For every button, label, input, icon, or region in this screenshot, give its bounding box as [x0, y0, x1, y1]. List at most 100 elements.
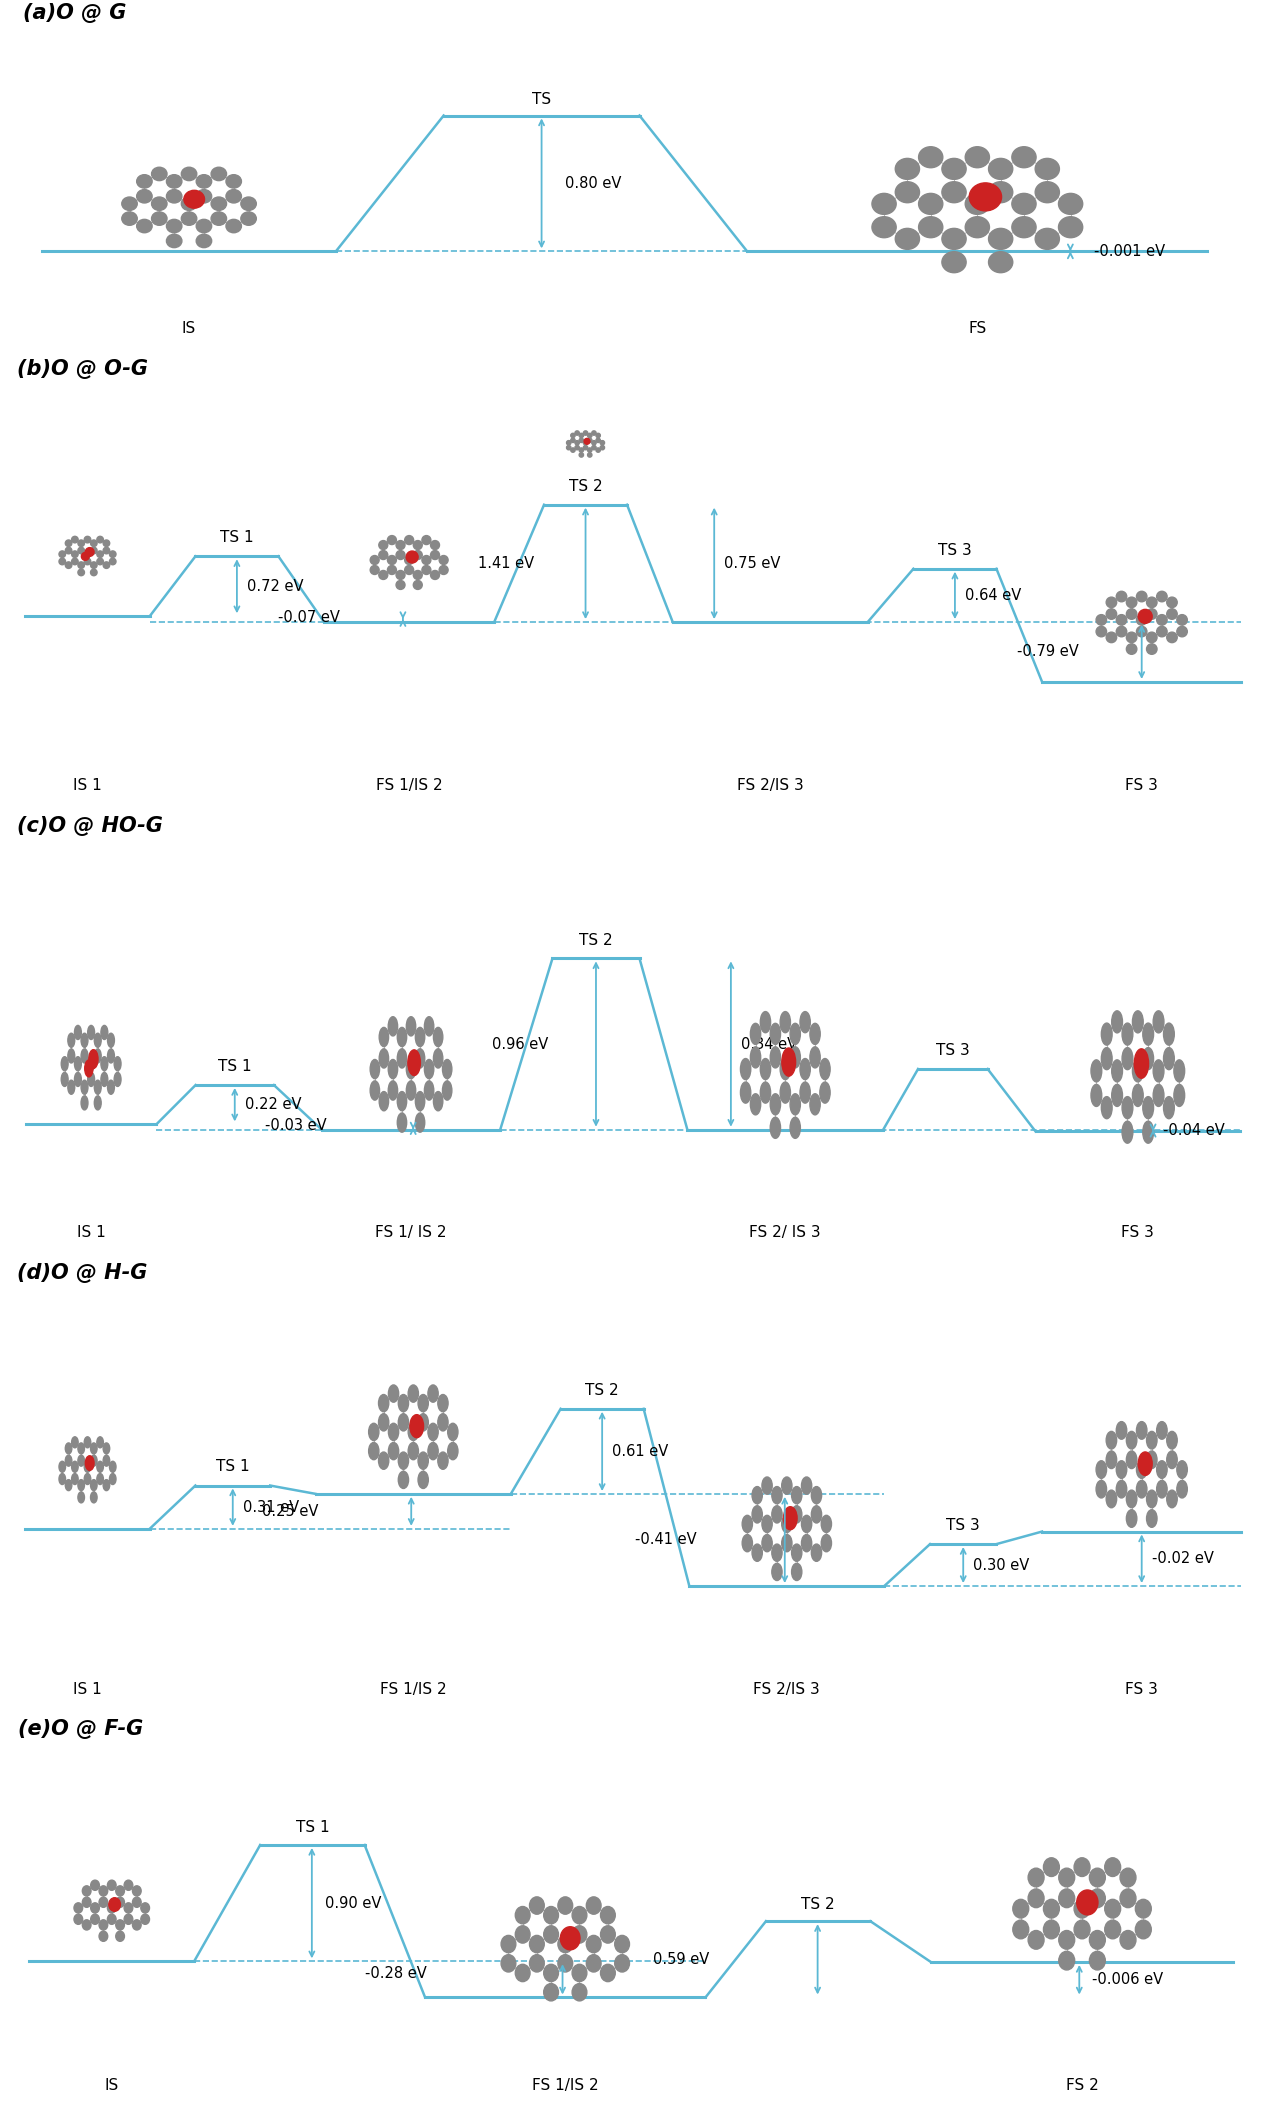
Circle shape: [567, 440, 570, 445]
Circle shape: [84, 550, 91, 558]
Circle shape: [1134, 1049, 1149, 1079]
Circle shape: [601, 1964, 615, 1983]
Circle shape: [762, 1477, 773, 1494]
Circle shape: [592, 440, 596, 445]
Circle shape: [439, 565, 448, 575]
Circle shape: [1146, 1452, 1157, 1469]
Text: -0.04 eV: -0.04 eV: [1164, 1123, 1225, 1138]
Circle shape: [122, 213, 137, 225]
Circle shape: [560, 1926, 581, 1949]
Circle shape: [762, 1515, 773, 1532]
Circle shape: [781, 1477, 792, 1494]
Circle shape: [1044, 1858, 1059, 1877]
Circle shape: [398, 1414, 408, 1431]
Circle shape: [431, 571, 440, 579]
Circle shape: [74, 1072, 82, 1087]
Circle shape: [1035, 181, 1059, 202]
Circle shape: [124, 1913, 133, 1924]
Circle shape: [379, 1049, 389, 1068]
Circle shape: [1138, 609, 1152, 624]
Circle shape: [151, 198, 168, 211]
Circle shape: [434, 1028, 443, 1047]
Circle shape: [1177, 1460, 1187, 1479]
Circle shape: [1090, 1930, 1105, 1949]
Circle shape: [1074, 1898, 1090, 1917]
Circle shape: [1096, 1460, 1106, 1479]
Circle shape: [368, 1424, 379, 1441]
Circle shape: [448, 1424, 458, 1441]
Circle shape: [431, 541, 440, 550]
Circle shape: [379, 1452, 389, 1469]
Circle shape: [104, 1479, 110, 1490]
Circle shape: [396, 550, 405, 560]
Circle shape: [74, 1913, 83, 1924]
Circle shape: [1177, 626, 1187, 636]
Text: FS 3: FS 3: [1122, 1224, 1154, 1239]
Text: FS 3: FS 3: [1126, 1681, 1159, 1696]
Circle shape: [601, 1907, 615, 1924]
Circle shape: [586, 1955, 601, 1972]
Circle shape: [567, 445, 570, 449]
Circle shape: [114, 1072, 122, 1087]
Text: IS: IS: [182, 322, 196, 337]
Circle shape: [407, 552, 418, 563]
Circle shape: [790, 1024, 801, 1045]
Circle shape: [811, 1507, 821, 1523]
Circle shape: [918, 194, 943, 215]
Circle shape: [388, 535, 396, 544]
Circle shape: [78, 1443, 84, 1454]
Circle shape: [425, 1081, 434, 1100]
Circle shape: [1120, 1869, 1136, 1888]
Circle shape: [1146, 609, 1157, 619]
Circle shape: [1105, 1898, 1120, 1917]
Circle shape: [770, 1024, 780, 1045]
Circle shape: [97, 550, 104, 558]
Circle shape: [166, 190, 182, 202]
Circle shape: [810, 1024, 820, 1045]
Text: 0.61 eV: 0.61 eV: [613, 1443, 669, 1458]
Circle shape: [418, 1395, 428, 1412]
Circle shape: [790, 1094, 801, 1115]
Circle shape: [530, 1936, 545, 1953]
Circle shape: [544, 1907, 559, 1924]
Circle shape: [133, 1886, 141, 1896]
Circle shape: [1137, 626, 1147, 636]
Text: TS 3: TS 3: [936, 1043, 969, 1058]
Circle shape: [437, 1414, 448, 1431]
Circle shape: [1143, 1047, 1154, 1070]
Circle shape: [989, 158, 1013, 179]
Circle shape: [1164, 1096, 1174, 1119]
Circle shape: [771, 1488, 781, 1504]
Circle shape: [1120, 1890, 1136, 1907]
Circle shape: [1122, 1096, 1133, 1119]
Circle shape: [81, 1081, 88, 1094]
Circle shape: [370, 1081, 380, 1100]
Circle shape: [151, 213, 168, 225]
Circle shape: [615, 1936, 629, 1953]
Circle shape: [802, 1477, 812, 1494]
Circle shape: [1090, 1869, 1105, 1888]
Circle shape: [107, 1049, 114, 1062]
Circle shape: [240, 213, 256, 225]
Circle shape: [1174, 1060, 1184, 1081]
Circle shape: [398, 1091, 407, 1110]
Circle shape: [116, 1932, 124, 1941]
Circle shape: [780, 1011, 790, 1032]
Circle shape: [389, 1443, 399, 1460]
Circle shape: [398, 1112, 407, 1131]
Circle shape: [576, 440, 579, 445]
Circle shape: [98, 1919, 107, 1930]
Circle shape: [107, 1081, 114, 1094]
Circle shape: [1156, 592, 1168, 603]
Circle shape: [418, 1471, 428, 1488]
Circle shape: [802, 1515, 812, 1532]
Circle shape: [104, 1456, 110, 1466]
Text: 1.41 eV: 1.41 eV: [477, 556, 533, 571]
Circle shape: [422, 565, 431, 575]
Circle shape: [91, 539, 97, 546]
Circle shape: [969, 183, 1001, 211]
Circle shape: [792, 1563, 802, 1580]
Circle shape: [91, 1443, 97, 1454]
Circle shape: [570, 434, 576, 438]
Text: 0.31 eV: 0.31 eV: [243, 1500, 299, 1515]
